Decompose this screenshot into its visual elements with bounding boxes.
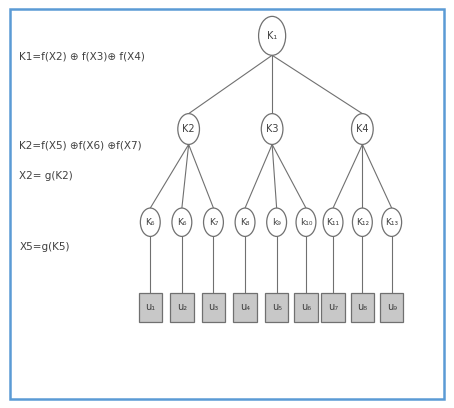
Text: K2: K2 — [183, 124, 195, 134]
Text: K₇: K₇ — [209, 218, 218, 227]
FancyBboxPatch shape — [294, 293, 318, 322]
FancyBboxPatch shape — [138, 293, 162, 322]
Ellipse shape — [382, 208, 402, 236]
Text: K4: K4 — [356, 124, 369, 134]
Text: K₆: K₆ — [177, 218, 187, 227]
FancyBboxPatch shape — [265, 293, 288, 322]
Text: k₉: k₉ — [272, 218, 281, 227]
Text: K₁₃: K₁₃ — [385, 218, 398, 227]
Ellipse shape — [266, 208, 286, 236]
Text: u₅: u₅ — [271, 302, 281, 313]
Text: u₁: u₁ — [145, 302, 155, 313]
Ellipse shape — [172, 208, 192, 236]
Text: u₃: u₃ — [208, 302, 218, 313]
Ellipse shape — [352, 208, 372, 236]
Text: u₉: u₉ — [387, 302, 397, 313]
Text: X5=g(K5): X5=g(K5) — [20, 242, 70, 252]
Text: u₈: u₈ — [357, 302, 367, 313]
Text: u₇: u₇ — [328, 302, 338, 313]
Text: u₆: u₆ — [301, 302, 311, 313]
FancyBboxPatch shape — [202, 293, 225, 322]
Text: K₆: K₆ — [146, 218, 155, 227]
Ellipse shape — [235, 208, 255, 236]
Ellipse shape — [262, 114, 283, 144]
FancyBboxPatch shape — [170, 293, 193, 322]
Ellipse shape — [203, 208, 223, 236]
Text: K2=f(X5) ⊕f(X6) ⊕f(X7): K2=f(X5) ⊕f(X6) ⊕f(X7) — [20, 140, 142, 150]
Text: u₂: u₂ — [177, 302, 187, 313]
Text: K₁₁: K₁₁ — [326, 218, 340, 227]
Ellipse shape — [296, 208, 316, 236]
Ellipse shape — [351, 114, 373, 144]
Text: K₁: K₁ — [267, 31, 277, 41]
Text: K1=f(X2) ⊕ f(X3)⊕ f(X4): K1=f(X2) ⊕ f(X3)⊕ f(X4) — [20, 51, 145, 61]
Ellipse shape — [259, 16, 286, 55]
Text: X2= g(K2): X2= g(K2) — [20, 171, 73, 181]
FancyBboxPatch shape — [350, 293, 374, 322]
Text: K3: K3 — [266, 124, 278, 134]
Ellipse shape — [323, 208, 343, 236]
Ellipse shape — [140, 208, 160, 236]
FancyBboxPatch shape — [233, 293, 257, 322]
FancyBboxPatch shape — [380, 293, 404, 322]
Text: k₁₀: k₁₀ — [300, 218, 312, 227]
Text: K₈: K₈ — [240, 218, 250, 227]
FancyBboxPatch shape — [321, 293, 345, 322]
Text: u₄: u₄ — [240, 302, 250, 313]
Text: K₁₂: K₁₂ — [356, 218, 369, 227]
Ellipse shape — [178, 114, 199, 144]
